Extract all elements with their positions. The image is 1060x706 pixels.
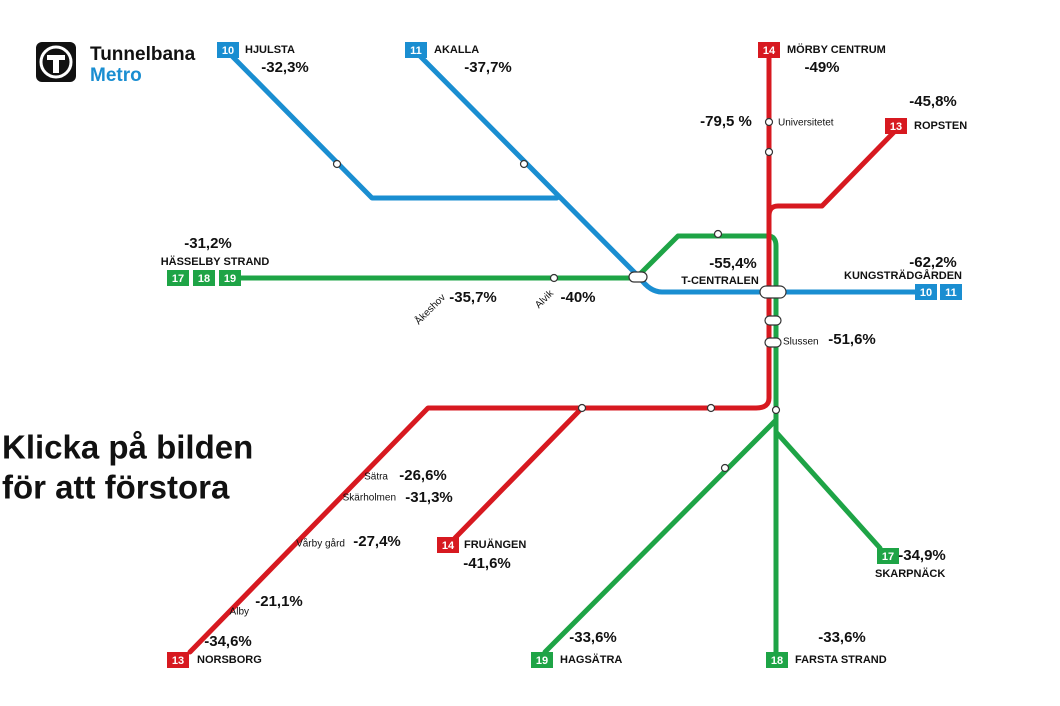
ridership-change: -21,1% (255, 593, 303, 610)
interchange (764, 337, 782, 348)
line-13-14 (187, 53, 772, 655)
line-badge (167, 652, 189, 668)
line-number: 19 (224, 273, 236, 285)
line-19 (542, 417, 779, 655)
line-badge (885, 118, 907, 134)
terminal-name: HAGSÄTRA (560, 653, 622, 666)
station-dot (720, 463, 730, 473)
station-name: Slussen (783, 337, 819, 348)
station-name: Alby (230, 607, 249, 618)
station-name: Skärholmen (343, 493, 396, 504)
line-badge (437, 537, 459, 553)
line-badge (531, 652, 553, 668)
ridership-change: -31,2% (184, 235, 232, 252)
ridership-change: -33,6% (818, 629, 866, 646)
line-number: 18 (771, 655, 783, 667)
line-number: 10 (222, 45, 234, 57)
interchange (628, 271, 648, 283)
ridership-change: -62,2% (909, 254, 957, 271)
line-number: 14 (442, 540, 455, 552)
cta-line: Klicka på bilden (2, 429, 253, 466)
line-badge (940, 284, 962, 300)
ridership-change: -35,7% (449, 289, 497, 306)
ridership-change: -37,7% (464, 59, 512, 76)
ridership-change: -32,3% (261, 59, 309, 76)
terminal-name: AKALLA (434, 44, 479, 56)
ridership-change: -55,4% (709, 255, 757, 272)
interchanges (332, 117, 787, 473)
line-badge (915, 284, 937, 300)
ridership-change: -33,6% (569, 629, 617, 646)
station-dot (549, 273, 559, 283)
station-name: Universitetet (778, 118, 834, 129)
line-badge (405, 42, 427, 58)
terminal-name: HÄSSELBY STRAND (161, 255, 270, 268)
station-name: Åkeshov (412, 291, 448, 327)
terminal-name: ROPSTEN (914, 120, 967, 132)
line-badge (877, 548, 899, 564)
ridership-change: -26,6% (399, 467, 447, 484)
terminal-name: NORSBORG (197, 654, 262, 666)
station-dot (713, 229, 723, 239)
terminal-name: MÖRBY CENTRUM (787, 43, 886, 56)
logo-t (47, 55, 65, 73)
line-number: 19 (536, 655, 548, 667)
terminal-name: FARSTA STRAND (795, 654, 887, 666)
line-badge (217, 42, 239, 58)
ridership-change: -51,6% (828, 331, 876, 348)
line-11 (413, 49, 919, 295)
line-number: 18 (198, 273, 210, 285)
terminal-name: KUNGSTRÄDGÅRDEN (844, 269, 962, 282)
line-badge (167, 270, 189, 286)
line-number: 17 (882, 551, 894, 563)
station-name: Alvik (533, 288, 556, 311)
line-17 (773, 429, 883, 551)
line-badge (219, 270, 241, 286)
line-number: 13 (172, 655, 184, 667)
station-dot (764, 147, 774, 157)
ridership-change: -45,8% (909, 93, 957, 110)
ridership-change: -49% (804, 59, 839, 76)
line-number: 13 (890, 121, 902, 133)
line-badge (193, 270, 215, 286)
interchange (764, 315, 782, 326)
station-dot (577, 403, 587, 413)
cta-line: för att förstora (2, 469, 230, 506)
station-dot (519, 159, 529, 169)
station-dot (332, 159, 342, 169)
station-dot (706, 403, 716, 413)
station-dot (771, 405, 781, 415)
line-number: 17 (172, 273, 184, 285)
line-10 (225, 49, 560, 201)
station-dot (764, 117, 774, 127)
ridership-change: -79,5 % (700, 113, 752, 130)
line-14 (452, 405, 585, 541)
terminal-name: SKARPNÄCK (875, 567, 945, 580)
terminal-name: HJULSTA (245, 44, 295, 56)
interchange (759, 285, 787, 299)
line-badge (766, 652, 788, 668)
ridership-change: -31,3% (405, 489, 453, 506)
station-name: Vårby gård (296, 538, 345, 550)
logo-ring (39, 45, 73, 79)
ridership-change: -41,6% (463, 555, 511, 572)
line-number: 11 (945, 287, 957, 299)
line-badge (758, 42, 780, 58)
line-number: 10 (920, 287, 932, 299)
line-13 (766, 127, 899, 219)
ridership-change: -40% (560, 289, 595, 306)
ridership-change: -34,9% (898, 547, 946, 564)
logo-subtitle: Metro (90, 65, 142, 86)
ridership-change: -34,6% (204, 633, 252, 650)
line-18 (237, 233, 779, 655)
terminal-name: FRUÄNGEN (464, 538, 526, 551)
station-name: Sätra (364, 472, 388, 483)
ridership-change: -27,4% (353, 533, 401, 550)
line-number: 14 (763, 45, 776, 57)
station-name: T-CENTRALEN (681, 275, 759, 287)
line-number: 11 (410, 45, 422, 57)
logo-title: Tunnelbana (90, 44, 196, 65)
